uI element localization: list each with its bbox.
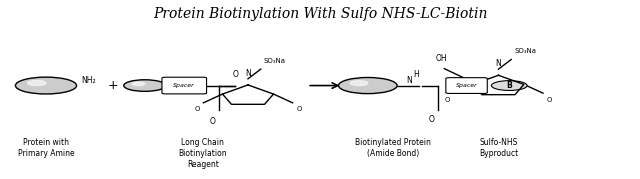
- Text: N: N: [245, 69, 251, 78]
- Text: SO₃Na: SO₃Na: [264, 58, 286, 64]
- Circle shape: [124, 80, 166, 91]
- FancyBboxPatch shape: [162, 77, 207, 94]
- Text: +: +: [108, 79, 118, 92]
- Text: H: H: [413, 69, 419, 79]
- Text: O: O: [429, 115, 435, 124]
- FancyBboxPatch shape: [446, 78, 487, 93]
- Circle shape: [339, 78, 397, 94]
- Text: Sulfo-NHS
Byproduct: Sulfo-NHS Byproduct: [479, 138, 518, 158]
- Text: O: O: [195, 106, 200, 112]
- Circle shape: [492, 81, 527, 90]
- Circle shape: [350, 81, 368, 86]
- Text: NH₂: NH₂: [81, 76, 95, 85]
- Text: N: N: [406, 76, 412, 85]
- Text: O: O: [232, 69, 238, 79]
- Text: Protein with
Primary Amine: Protein with Primary Amine: [18, 138, 74, 158]
- Text: Spacer: Spacer: [456, 83, 477, 88]
- Text: Spacer: Spacer: [173, 83, 195, 88]
- Text: O: O: [445, 97, 450, 103]
- Circle shape: [28, 81, 46, 86]
- Text: Long Chain
Biotinylation
Reagent: Long Chain Biotinylation Reagent: [179, 138, 227, 169]
- Circle shape: [15, 77, 77, 94]
- Text: B: B: [506, 81, 512, 90]
- Text: O: O: [296, 106, 301, 112]
- Text: Protein Biotinylation With Sulfo NHS-LC-Biotin: Protein Biotinylation With Sulfo NHS-LC-…: [153, 7, 487, 21]
- Text: Biotinylated Protein
(Amide Bond): Biotinylated Protein (Amide Bond): [355, 138, 431, 158]
- Text: O: O: [547, 97, 552, 103]
- Text: O: O: [210, 117, 216, 126]
- Text: +: +: [458, 79, 468, 92]
- Text: N: N: [495, 59, 501, 68]
- Circle shape: [132, 82, 145, 86]
- Text: OH: OH: [435, 54, 447, 63]
- Text: SO₃Na: SO₃Na: [515, 48, 536, 54]
